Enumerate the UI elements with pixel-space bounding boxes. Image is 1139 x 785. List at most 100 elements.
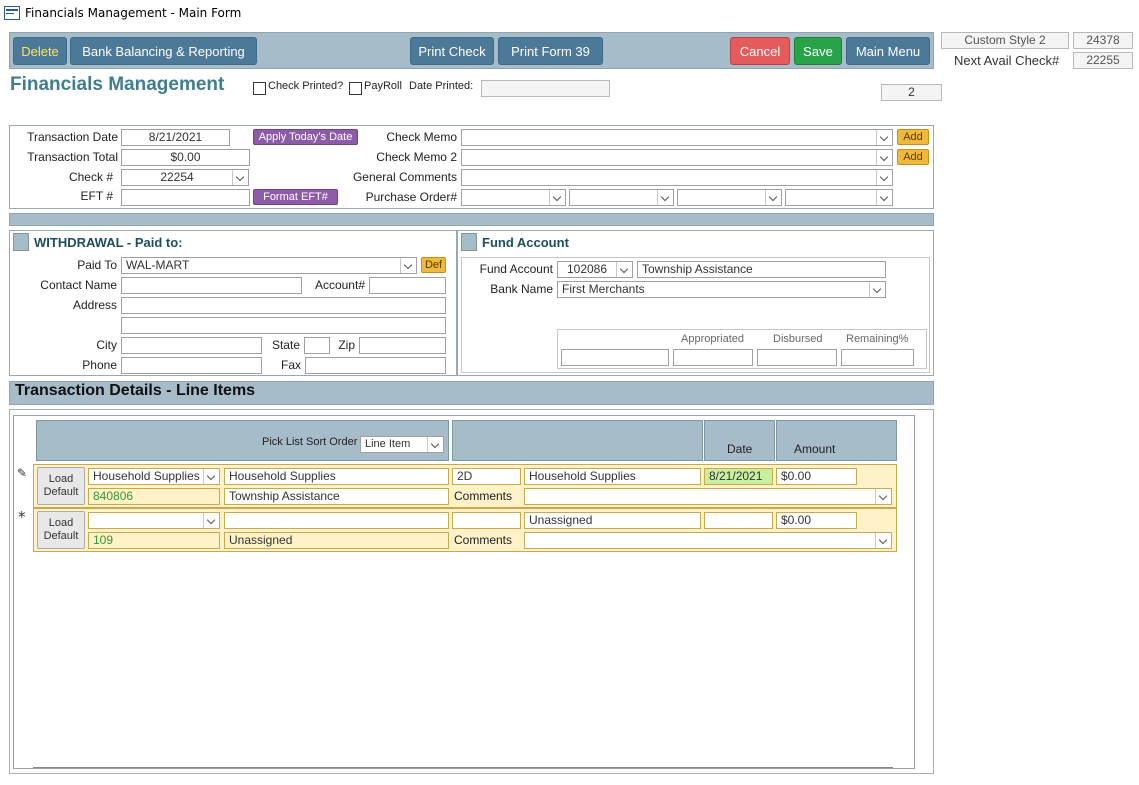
window-titlebar: Financials Management - Main Form bbox=[0, 0, 1139, 26]
payroll-label: PayRoll bbox=[364, 80, 402, 92]
fund-name-field[interactable]: Township Assistance bbox=[637, 261, 886, 278]
sort-order-field[interactable]: Line Item bbox=[360, 436, 444, 453]
comments-field[interactable] bbox=[524, 532, 892, 549]
cancel-button[interactable]: Cancel bbox=[730, 37, 790, 65]
po-field-3[interactable] bbox=[677, 189, 782, 206]
check-memo-label: Check Memo bbox=[386, 130, 457, 144]
date-header-cell bbox=[704, 420, 775, 461]
chevron-down-icon[interactable] bbox=[400, 258, 416, 273]
check-printed-checkbox[interactable] bbox=[253, 82, 266, 95]
code-field[interactable]: 2D bbox=[452, 468, 521, 485]
bank-name-field[interactable]: First Merchants bbox=[557, 281, 886, 298]
fund-name-field[interactable]: Township Assistance bbox=[224, 488, 449, 505]
date-field[interactable] bbox=[704, 512, 773, 529]
withdrawal-record-selector[interactable] bbox=[13, 233, 29, 251]
window-title: Financials Management - Main Form bbox=[25, 6, 242, 20]
record-number-field: 2 bbox=[881, 84, 942, 101]
fund-heading: Fund Account bbox=[482, 235, 569, 250]
date-printed-field[interactable] bbox=[481, 80, 610, 97]
account-number-field[interactable]: 840806 bbox=[88, 488, 220, 505]
check-memo-field[interactable] bbox=[461, 129, 893, 146]
chevron-down-icon[interactable] bbox=[232, 170, 248, 185]
chevron-down-icon[interactable] bbox=[876, 150, 892, 165]
chevron-down-icon[interactable] bbox=[869, 282, 885, 297]
city-field[interactable] bbox=[121, 337, 262, 354]
payroll-checkbox[interactable] bbox=[349, 82, 362, 95]
style-number-field[interactable]: 24378 bbox=[1073, 32, 1133, 49]
load-default-button[interactable]: Load Default bbox=[37, 467, 85, 505]
style-field[interactable]: Custom Style 2 bbox=[941, 32, 1069, 49]
paid-to-field[interactable]: WAL-MART bbox=[121, 257, 417, 274]
state-field[interactable] bbox=[304, 337, 330, 354]
account-field[interactable] bbox=[369, 277, 446, 294]
chevron-down-icon[interactable] bbox=[876, 170, 892, 185]
po-field-1[interactable] bbox=[461, 189, 566, 206]
save-button[interactable]: Save bbox=[794, 37, 842, 65]
city-label: City bbox=[96, 338, 117, 352]
eft-field[interactable] bbox=[121, 189, 250, 206]
fund-account-field[interactable]: 102086 bbox=[557, 261, 633, 278]
bank-balancing-button[interactable]: Bank Balancing & Reporting bbox=[70, 37, 257, 65]
fund-record-selector[interactable] bbox=[461, 233, 477, 251]
description-field[interactable] bbox=[224, 512, 449, 529]
state-label: State bbox=[271, 338, 300, 352]
transaction-date-field[interactable]: 8/21/2021 bbox=[121, 129, 230, 146]
paid-to-label: Paid To bbox=[77, 258, 117, 272]
delete-button[interactable]: Delete bbox=[13, 37, 67, 65]
print-check-button[interactable]: Print Check bbox=[410, 37, 494, 65]
account-number-field[interactable]: 109 bbox=[88, 532, 220, 549]
comments-field[interactable] bbox=[524, 488, 892, 505]
po-field-4[interactable] bbox=[785, 189, 893, 206]
name-field[interactable]: Unassigned bbox=[524, 512, 701, 529]
horizontal-scrollbar[interactable] bbox=[33, 767, 893, 768]
chevron-down-icon[interactable] bbox=[875, 489, 891, 504]
fax-field[interactable] bbox=[305, 357, 446, 374]
add-memo-button[interactable]: Add bbox=[897, 129, 929, 145]
check-memo2-field[interactable] bbox=[461, 149, 893, 166]
category-field[interactable]: Household Supplies bbox=[88, 468, 220, 485]
chevron-down-icon[interactable] bbox=[765, 190, 781, 205]
format-eft-button[interactable]: Format EFT# bbox=[253, 189, 338, 205]
chevron-down-icon[interactable] bbox=[203, 469, 219, 484]
category-field[interactable] bbox=[88, 512, 220, 529]
general-comments-field[interactable] bbox=[461, 169, 893, 186]
amount-field[interactable]: $0.00 bbox=[776, 468, 857, 485]
amount-field[interactable]: $0.00 bbox=[776, 512, 857, 529]
appropriated-field[interactable] bbox=[673, 349, 753, 366]
transaction-total-field[interactable]: $0.00 bbox=[121, 149, 250, 166]
zip-field[interactable] bbox=[359, 337, 446, 354]
chevron-down-icon[interactable] bbox=[616, 262, 632, 277]
description-field[interactable]: Household Supplies bbox=[224, 468, 449, 485]
chevron-down-icon[interactable] bbox=[203, 513, 219, 528]
phone-field[interactable] bbox=[121, 357, 262, 374]
address-field-2[interactable] bbox=[121, 317, 446, 334]
code-field[interactable] bbox=[452, 512, 521, 529]
name-field[interactable]: Household Supplies bbox=[524, 468, 701, 485]
fund-name-field[interactable]: Unassigned bbox=[224, 532, 449, 549]
print-form-39-button[interactable]: Print Form 39 bbox=[498, 37, 603, 65]
def-button[interactable]: Def bbox=[421, 257, 446, 273]
date-field[interactable]: 8/21/2021 bbox=[704, 468, 773, 485]
contact-name-field[interactable] bbox=[121, 277, 302, 294]
po-field-2[interactable] bbox=[569, 189, 674, 206]
amount-column-header: Amount bbox=[794, 442, 836, 456]
contact-name-label: Contact Name bbox=[40, 278, 117, 292]
apply-today-button[interactable]: Apply Today's Date bbox=[253, 129, 358, 145]
balance-field[interactable] bbox=[561, 349, 669, 366]
remaining-label: Remaining% bbox=[846, 333, 909, 345]
chevron-down-icon[interactable] bbox=[876, 130, 892, 145]
load-default-button[interactable]: Load Default bbox=[37, 511, 85, 549]
main-menu-button[interactable]: Main Menu bbox=[846, 37, 930, 65]
add-memo2-button[interactable]: Add bbox=[897, 149, 929, 165]
chevron-down-icon[interactable] bbox=[875, 533, 891, 548]
chevron-down-icon[interactable] bbox=[657, 190, 673, 205]
address-field-1[interactable] bbox=[121, 297, 446, 314]
next-check-field[interactable]: 22255 bbox=[1073, 52, 1133, 69]
chevron-down-icon[interactable] bbox=[427, 437, 443, 452]
check-printed-label: Check Printed? bbox=[268, 80, 344, 92]
disbursed-field[interactable] bbox=[757, 349, 837, 366]
chevron-down-icon[interactable] bbox=[549, 190, 565, 205]
remaining-field[interactable] bbox=[841, 349, 914, 366]
check-number-field[interactable]: 22254 bbox=[121, 169, 249, 186]
chevron-down-icon[interactable] bbox=[876, 190, 892, 205]
